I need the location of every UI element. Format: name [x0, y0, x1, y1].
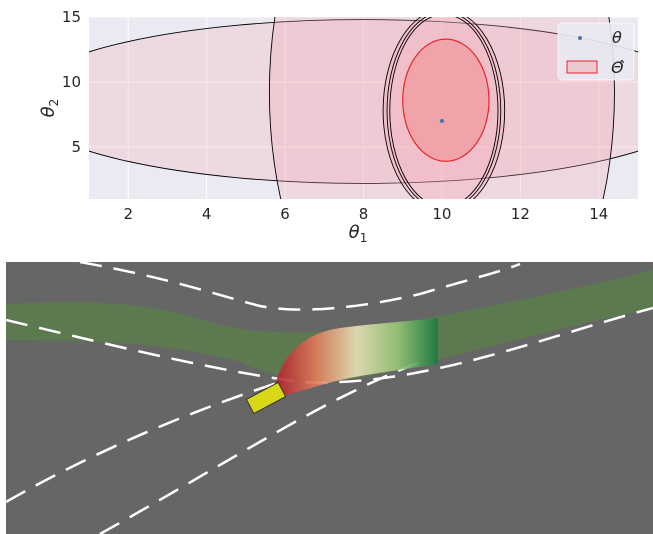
legend-label-theta: θ: [612, 28, 622, 47]
confidence-ellipse-2: [382, 17, 506, 199]
y-tick-label: 5: [71, 138, 81, 156]
driving-scene: [5, 260, 653, 534]
x-axis-label: θ1: [349, 222, 368, 245]
confidence-ellipse-5: [402, 38, 490, 162]
lane-marking-upper: [79, 260, 521, 311]
legend-marker-theta-hat: [566, 60, 598, 74]
predicted-trajectory-fan: [275, 318, 438, 396]
grid-lines: [89, 16, 638, 199]
confidence-ellipse-3: [386, 17, 502, 199]
uncertainty-ellipses: [89, 17, 638, 199]
x-tick-label: 6: [280, 205, 290, 223]
confidence-ellipse-0: [89, 19, 638, 184]
lane-marking-diagonal-2: [99, 360, 421, 534]
x-tick-label: 4: [202, 205, 212, 223]
y-tick-label: 15: [62, 8, 81, 26]
legend-marker-theta: [578, 36, 582, 40]
legend: θ Θ̂: [557, 22, 635, 81]
lane-marking-left: [5, 306, 653, 384]
y-tick-label: 10: [62, 73, 81, 91]
legend-label-theta-hat: Θ̂: [611, 58, 625, 77]
parameter-plot: 2 4 6 8 10 12 14 5 10 15 θ1 θ2 θ Θ̂: [38, 8, 638, 245]
vehicle: [245, 381, 287, 415]
confidence-ellipse-1: [268, 17, 615, 199]
theta-points: [439, 119, 444, 123]
lane-marking-diagonal-1: [5, 380, 281, 504]
x-tick-label: 10: [432, 205, 451, 223]
theta-point: [439, 119, 444, 123]
lane-markings: [5, 260, 653, 534]
x-tick-label: 12: [511, 205, 530, 223]
x-tick-label: 8: [359, 205, 369, 223]
legend-box: [557, 22, 635, 81]
y-axis-label: θ2: [38, 99, 61, 118]
x-tick-label: 2: [123, 205, 133, 223]
confidence-ellipse-4: [389, 17, 499, 199]
tick-labels: 2 4 6 8 10 12 14 5 10 15: [62, 8, 608, 223]
vehicle-body: [245, 381, 287, 415]
x-tick-label: 14: [589, 205, 608, 223]
